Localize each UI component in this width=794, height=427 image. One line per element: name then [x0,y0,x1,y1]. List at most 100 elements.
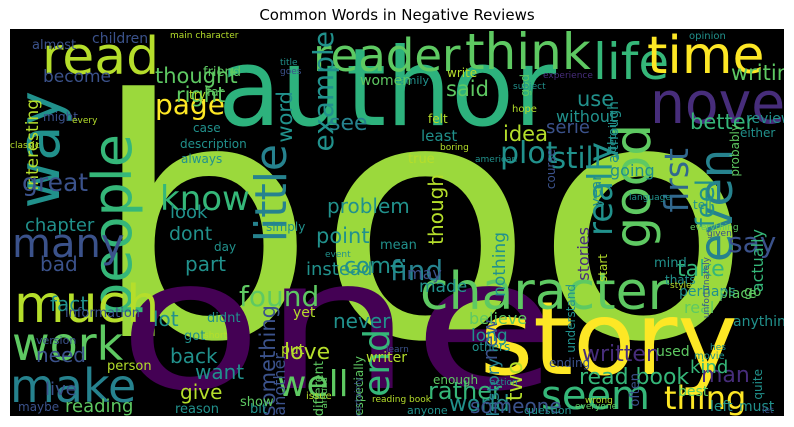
word-work: work [12,317,124,371]
word-someone: someone [470,394,562,416]
word-short: short [204,331,228,341]
word-case: case [193,121,221,135]
word-plot: plot [500,136,558,171]
word-course: course [544,149,558,190]
word-far: far [207,85,224,99]
word-anyone: anyone [407,404,448,416]
word-ending: ending [549,356,591,370]
word-description: description [180,137,247,151]
word-others: others [472,340,511,354]
word-start: start [596,254,610,282]
word-read-book: read book [579,365,690,390]
word-around: around [320,377,330,409]
word-least: least [421,127,458,145]
word-wrong: wrong [585,396,613,406]
word-fact: fact [50,292,89,316]
word-writing: writing [731,61,784,85]
word-go: go [744,284,762,300]
word-every: every [72,116,98,126]
word-thought: thought [155,64,238,88]
word-must: must [739,399,775,415]
word-another: another [270,353,289,416]
word-know: know [160,179,250,219]
word-author: author [218,29,557,151]
word-one: one [118,219,559,416]
word-reason: reason [175,402,219,416]
word-true: true [408,152,435,167]
word-best: best [678,384,709,400]
word-come: come [344,254,405,279]
word-real: real [684,298,715,317]
word-serie: serie [546,117,590,138]
word-might: might [43,110,78,124]
word-stories: stories [574,227,593,281]
word-page: page [155,88,225,121]
word-hes: hes [710,343,726,353]
word-find: find [390,254,444,287]
word-quite: quite [751,369,765,400]
word-reader: reader [313,29,461,82]
word-instead: instead [306,259,373,280]
word-unfortunately: unfortunately [702,257,712,319]
word-thats: thats [665,273,696,287]
word-subject: subject [513,82,546,92]
word-love: love [284,340,331,365]
word-long: long [471,326,508,346]
word-place: place [719,286,757,302]
word-though: though [424,174,448,245]
word-novel: novel [650,69,784,137]
word-say: say [728,226,777,259]
word-dont: dont [169,223,213,245]
word-many: many [12,221,125,267]
word-almost: almost [32,38,77,53]
word-information: information [65,306,141,321]
word-yet: yet [293,305,316,321]
word-great: great [22,168,89,197]
word-still: still [551,141,602,175]
word-word: word [273,91,297,143]
word-character: character [420,262,670,322]
word-friend: friend [203,65,242,80]
word-title: title [280,58,298,68]
word-much: much [14,275,160,335]
word-found: found [239,280,320,313]
word-experience: experience [543,71,593,81]
word-often: often [628,373,643,407]
word-better: better [690,110,755,134]
word-issue: issue [306,391,332,402]
word-without: without [556,107,617,126]
word-women: women [360,73,412,89]
word-style: style [670,281,692,291]
word-time: time [647,29,765,86]
word-put: put [281,342,305,358]
word-children: children [92,31,149,47]
word-used: used [656,344,690,360]
word-nothing: nothing [490,232,510,297]
word-understand: understand [564,284,578,353]
word-believe: believe [469,309,528,328]
word-reading: reading [65,396,134,416]
word-reading-book: reading book [372,395,431,405]
word-never: never [333,309,391,333]
word-classic: classic [10,141,40,151]
word-book: book [90,30,784,414]
word-said: said [446,77,489,101]
word-didnt: didnt [207,311,241,326]
word-life: life [593,33,670,91]
word-idea: idea [503,122,548,146]
word-day: day [214,240,237,254]
word-try: try [189,88,206,102]
word-kind: kind [690,357,729,378]
word-right: right [176,83,226,107]
word-bit: bit [250,402,267,416]
word-chapter: chapter [25,215,95,236]
word-anything: anything [733,314,784,330]
word-opinion: opinion [689,31,726,42]
word-give: give [180,380,223,404]
word-person: person [107,359,152,374]
word-certainly: certainly [354,376,364,416]
word-make: make [10,359,137,413]
word-always: always [181,152,223,166]
word-hope: hope [512,104,537,115]
word-seem: seem [541,373,651,416]
